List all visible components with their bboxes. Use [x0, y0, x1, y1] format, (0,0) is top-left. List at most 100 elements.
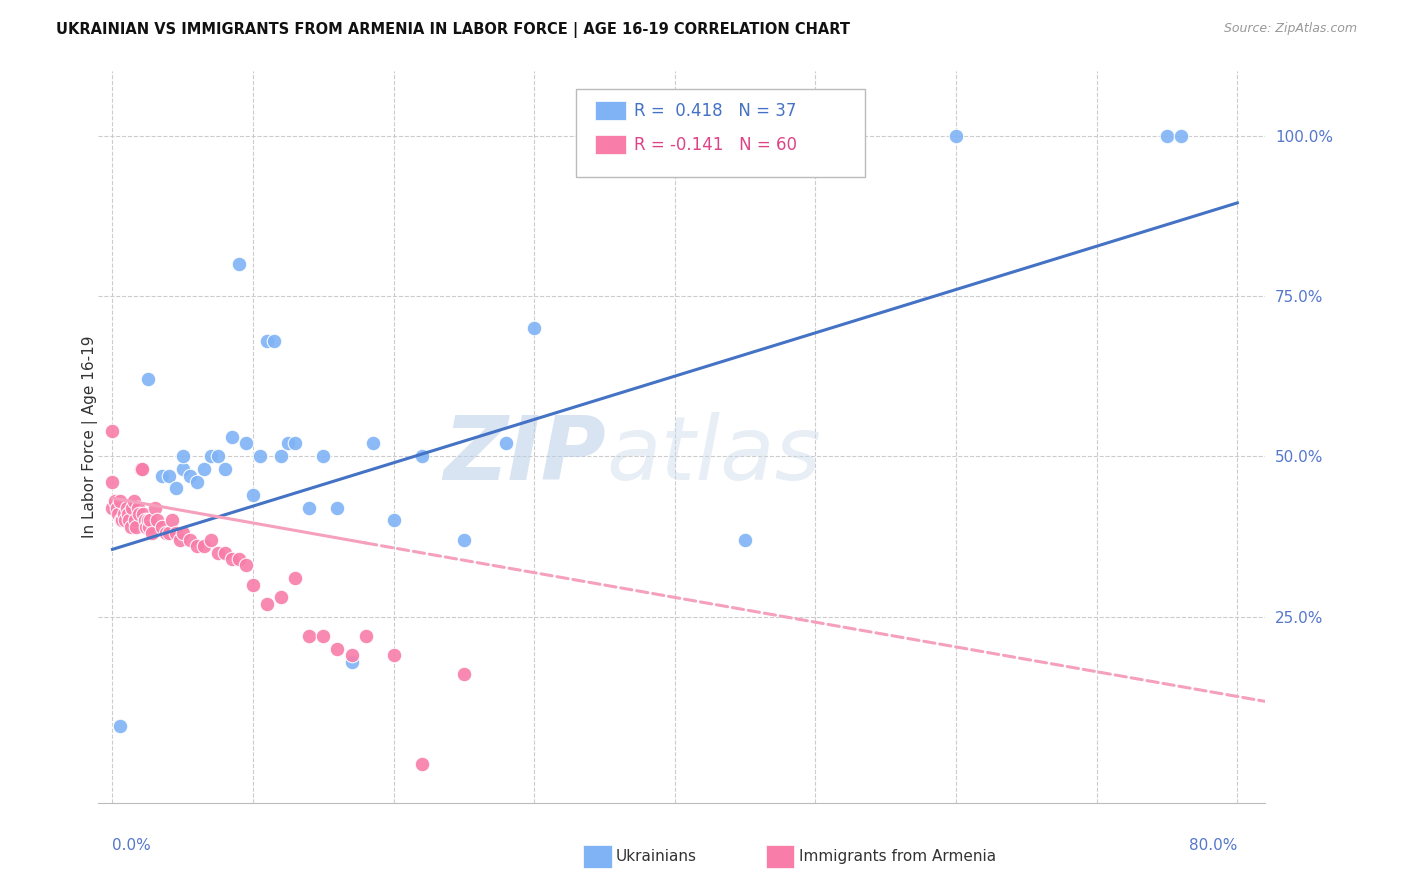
Point: [172, 526, 194, 541]
Point: [242, 577, 264, 591]
Point: [172, 450, 194, 464]
Point: [354, 629, 377, 643]
Point: [179, 468, 201, 483]
Point: [150, 520, 173, 534]
Point: [125, 520, 148, 534]
Point: [256, 597, 278, 611]
Point: [101, 500, 124, 515]
Point: [326, 500, 349, 515]
Point: [132, 507, 155, 521]
Point: [453, 533, 475, 547]
Point: [127, 500, 149, 515]
Point: [157, 468, 180, 483]
Point: [169, 533, 191, 547]
Point: [124, 514, 146, 528]
Point: [200, 533, 222, 547]
Point: [228, 257, 250, 271]
Point: [200, 450, 222, 464]
Point: [118, 514, 141, 528]
Point: [122, 494, 145, 508]
Point: [411, 757, 433, 772]
Point: [128, 507, 150, 521]
Point: [114, 514, 136, 528]
Point: [112, 507, 135, 521]
Point: [120, 520, 142, 534]
Point: [382, 514, 405, 528]
Text: Ukrainians: Ukrainians: [616, 849, 697, 863]
Point: [135, 520, 157, 534]
Point: [221, 430, 243, 444]
Point: [312, 450, 335, 464]
Point: [1170, 128, 1192, 143]
Point: [157, 526, 180, 541]
Point: [143, 500, 166, 515]
Point: [108, 719, 131, 733]
Point: [110, 514, 132, 528]
Point: [256, 334, 278, 348]
Text: 0.0%: 0.0%: [112, 838, 152, 853]
Point: [298, 500, 321, 515]
Point: [284, 571, 307, 585]
Point: [141, 526, 163, 541]
Point: [150, 468, 173, 483]
Point: [270, 450, 292, 464]
Text: UKRAINIAN VS IMMIGRANTS FROM ARMENIA IN LABOR FORCE | AGE 16-19 CORRELATION CHAR: UKRAINIAN VS IMMIGRANTS FROM ARMENIA IN …: [56, 22, 851, 38]
Point: [312, 629, 335, 643]
Point: [115, 500, 138, 515]
Point: [242, 488, 264, 502]
Point: [121, 500, 143, 515]
Point: [453, 667, 475, 681]
Point: [340, 655, 363, 669]
Text: ZIP: ZIP: [443, 412, 606, 499]
Point: [1156, 128, 1178, 143]
Point: [945, 128, 967, 143]
Text: R =  0.418   N = 37: R = 0.418 N = 37: [634, 102, 796, 120]
Point: [165, 482, 187, 496]
Point: [411, 450, 433, 464]
Point: [131, 462, 153, 476]
Point: [138, 520, 160, 534]
Point: [107, 507, 129, 521]
Point: [361, 436, 384, 450]
Point: [134, 514, 156, 528]
Point: [146, 514, 169, 528]
Text: atlas: atlas: [606, 412, 821, 499]
Point: [221, 552, 243, 566]
Point: [160, 514, 183, 528]
Point: [523, 321, 546, 335]
Point: [108, 494, 131, 508]
Point: [277, 436, 299, 450]
Point: [139, 514, 162, 528]
Point: [136, 372, 159, 386]
Point: [186, 539, 208, 553]
Point: [136, 514, 159, 528]
Text: R = -0.141   N = 60: R = -0.141 N = 60: [634, 136, 797, 153]
Point: [340, 648, 363, 663]
Point: [101, 424, 124, 438]
Point: [193, 462, 215, 476]
Point: [105, 500, 128, 515]
Point: [117, 507, 139, 521]
Point: [235, 436, 257, 450]
Point: [263, 334, 285, 348]
Point: [207, 545, 229, 559]
Point: [193, 539, 215, 553]
Point: [207, 450, 229, 464]
Point: [382, 648, 405, 663]
Point: [249, 450, 271, 464]
Text: 80.0%: 80.0%: [1189, 838, 1237, 853]
Point: [101, 475, 124, 489]
Point: [155, 526, 177, 541]
Point: [111, 514, 134, 528]
Y-axis label: In Labor Force | Age 16-19: In Labor Force | Age 16-19: [82, 335, 98, 539]
Point: [326, 641, 349, 656]
Text: Immigrants from Armenia: Immigrants from Armenia: [799, 849, 995, 863]
Point: [284, 436, 307, 450]
Point: [214, 462, 236, 476]
Point: [186, 475, 208, 489]
Point: [228, 552, 250, 566]
Point: [298, 629, 321, 643]
Point: [129, 462, 152, 476]
Point: [495, 436, 517, 450]
Point: [104, 494, 127, 508]
